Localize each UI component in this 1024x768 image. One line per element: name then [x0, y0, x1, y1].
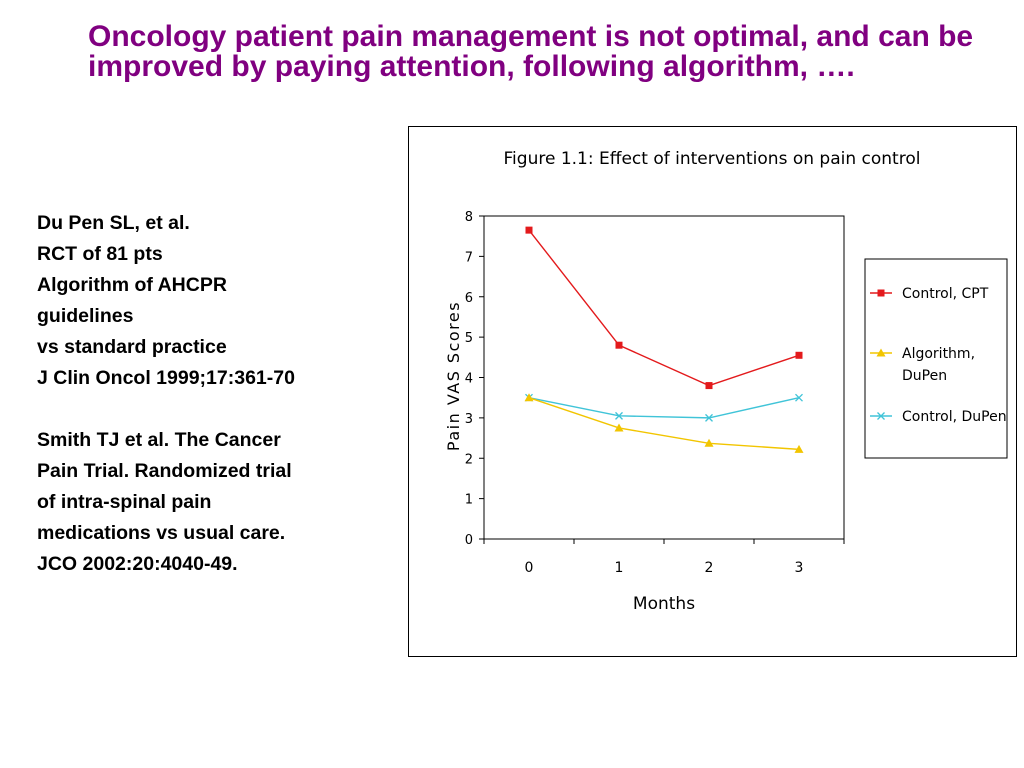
- series-line: [528, 397, 800, 451]
- reference-line: RCT of 81 pts: [37, 243, 163, 265]
- y-axis-label: Pain VAS Scores: [444, 301, 463, 451]
- x-tick-label: 1: [615, 560, 624, 576]
- legend-label: DuPen: [902, 368, 947, 384]
- x-axis-label: Months: [633, 594, 695, 614]
- series-line: [528, 229, 800, 387]
- legend-label: Control, CPT: [902, 286, 989, 302]
- line-chart: Figure 1.1: Effect of interventions on p…: [444, 149, 1008, 614]
- data-point: [794, 444, 804, 453]
- legend-box: [864, 258, 1008, 459]
- y-tick-label: 6: [465, 291, 473, 306]
- reference-line: JCO 2002:20:4040-49.: [37, 553, 238, 575]
- data-point: [525, 226, 533, 234]
- data-point: [614, 423, 624, 432]
- x-tick-label: 3: [795, 560, 804, 576]
- reference-line: Du Pen SL, et al.: [37, 212, 190, 234]
- legend-marker: [876, 348, 886, 357]
- data-point: [705, 413, 713, 422]
- data-point: [524, 393, 534, 402]
- y-tick-label: 5: [465, 331, 473, 346]
- legend-label: Algorithm,: [902, 346, 975, 362]
- chart-title: Figure 1.1: Effect of interventions on p…: [504, 149, 921, 169]
- reference-line: medications vs usual care.: [37, 522, 286, 544]
- y-tick-label: 3: [465, 412, 473, 427]
- plot-area: [483, 215, 845, 540]
- y-tick-label: 2: [465, 452, 473, 467]
- legend-marker: [877, 289, 885, 297]
- reference-line: of intra-spinal pain: [37, 491, 212, 513]
- series-line: [528, 397, 800, 419]
- reference-line: J Clin Oncol 1999;17:361-70: [37, 367, 295, 389]
- x-tick-label: 2: [705, 560, 714, 576]
- y-tick-label: 7: [465, 250, 473, 265]
- data-point: [795, 393, 803, 402]
- legend-marker: [877, 412, 885, 420]
- reference-line: Smith TJ et al. The Cancer: [37, 429, 281, 451]
- data-point: [704, 438, 714, 447]
- reference-gap: [37, 394, 387, 425]
- chart-frame: Figure 1.1: Effect of interventions on p…: [408, 126, 1017, 657]
- y-tick-label: 8: [465, 210, 473, 225]
- x-tick-label: 0: [525, 560, 534, 576]
- data-point: [615, 411, 623, 420]
- reference-line: vs standard practice: [37, 336, 227, 358]
- reference-line: guidelines: [37, 305, 134, 327]
- y-tick-label: 4: [465, 372, 473, 387]
- legend-label: Control, DuPen: [902, 409, 1007, 425]
- slide-title: Oncology patient pain management is not …: [88, 20, 974, 83]
- reference-line: Pain Trial. Randomized trial: [37, 460, 292, 482]
- y-tick-label: 1: [465, 493, 473, 508]
- data-point: [615, 341, 623, 349]
- y-tick-label: 0: [465, 533, 473, 548]
- reference-line: Algorithm of AHCPR: [37, 274, 227, 296]
- data-point: [705, 382, 713, 390]
- references-text: Du Pen SL, et al. RCT of 81 pts Algorithm …: [37, 208, 387, 580]
- data-point: [795, 351, 803, 359]
